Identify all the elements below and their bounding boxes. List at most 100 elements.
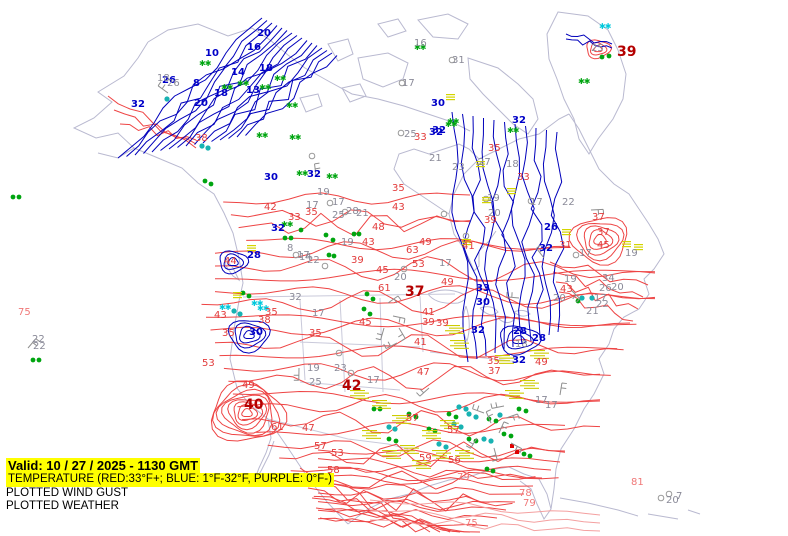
map-value-label: 39 xyxy=(436,318,449,329)
map-value-label: 53 xyxy=(202,358,215,369)
map-value-label: 35 xyxy=(309,328,322,339)
map-value-label: 18 xyxy=(259,63,273,74)
map-value-label: 32 xyxy=(271,223,285,234)
map-value-label: 30 xyxy=(249,327,263,338)
map-value-label: 45 xyxy=(376,265,389,276)
map-value-label: 35 xyxy=(392,183,405,194)
map-value-label: 22 xyxy=(33,341,46,352)
map-value-label: 38 xyxy=(195,133,208,144)
svg-text:✱✱: ✱✱ xyxy=(281,220,294,229)
svg-text:✱✱: ✱✱ xyxy=(447,117,460,126)
svg-text:✱✱: ✱✱ xyxy=(599,22,612,31)
map-value-label: 57 xyxy=(314,441,327,452)
map-value-label: 18 xyxy=(515,339,528,350)
map-value-label: 41 xyxy=(414,337,427,348)
svg-text:✱✱: ✱✱ xyxy=(219,303,232,312)
map-value-label: 19 xyxy=(564,274,577,285)
svg-text:✱✱: ✱✱ xyxy=(237,79,250,88)
map-value-label: 28 xyxy=(532,333,546,344)
map-value-label: 26 xyxy=(167,78,180,89)
map-value-label: 16 xyxy=(414,38,427,49)
map-value-label: 41 xyxy=(462,241,475,252)
map-value-label: 26 xyxy=(544,222,558,233)
map-value-label: 17 xyxy=(579,248,592,259)
valid-time-label: Valid: 10 / 27 / 2025 - 1130 GMT xyxy=(6,458,201,474)
map-value-label: 21 xyxy=(429,153,442,164)
map-value-label: 33 xyxy=(414,132,427,143)
map-value-label: 20 xyxy=(488,208,501,219)
map-value-label: 32 xyxy=(131,99,145,110)
map-value-label: 43 xyxy=(362,237,375,248)
map-value-label: 81 xyxy=(631,477,644,488)
map-value-label: 21 xyxy=(586,306,599,317)
map-value-label: 35 xyxy=(265,307,278,318)
map-value-label: 35 xyxy=(487,356,500,367)
svg-text:✱✱: ✱✱ xyxy=(259,83,272,92)
map-value-label: 61 xyxy=(271,422,284,433)
map-value-label: 49 xyxy=(441,277,454,288)
map-value-label: 40 xyxy=(244,397,264,413)
map-value-label: 22 xyxy=(307,255,320,266)
map-value-label: 31 xyxy=(559,240,572,251)
map-value-label: 42 xyxy=(264,202,277,213)
map-value-label: 19 xyxy=(625,248,638,259)
map-value-label: 16 xyxy=(247,42,261,53)
map-value-label: 37 xyxy=(597,227,610,238)
isotherm-contours-layer xyxy=(107,17,656,533)
map-value-label: 32 xyxy=(307,169,321,180)
map-value-label: 20 xyxy=(257,28,271,39)
map-value-label: 48 xyxy=(372,222,385,233)
map-value-label: 25 xyxy=(404,129,417,140)
map-value-label: 28 xyxy=(346,206,359,217)
map-value-label: 31 xyxy=(452,55,465,66)
map-value-label: 45 xyxy=(597,240,610,251)
map-value-label: 43 xyxy=(392,202,405,213)
map-value-label: 32 xyxy=(539,243,553,254)
svg-text:✱✱: ✱✱ xyxy=(199,59,212,68)
map-value-label: 43 xyxy=(214,310,227,321)
map-value-label: 53 xyxy=(412,259,425,270)
map-value-label: 17 xyxy=(402,78,415,89)
map-value-label: 18 xyxy=(157,73,170,84)
map-value-label: 35 xyxy=(488,143,501,154)
map-value-label: 20 xyxy=(666,495,679,506)
map-value-label: 44 xyxy=(224,256,237,267)
map-value-label: 30 xyxy=(264,172,278,183)
map-value-label: 37 xyxy=(405,284,424,300)
map-value-label: 22 xyxy=(596,299,609,310)
map-value-label: 14 xyxy=(231,67,245,78)
map-value-label: 17 xyxy=(594,293,607,304)
svg-text:✱✱: ✱✱ xyxy=(578,77,591,86)
map-legend: Valid: 10 / 27 / 2025 - 1130 GMT TEMPERA… xyxy=(6,458,334,514)
wind-gust-legend-label: PLOTTED WIND GUST xyxy=(6,486,129,499)
map-value-label: 43 xyxy=(560,284,573,295)
station-symbols-layer: ✱✱✱✱ ✱✱ ✱✱✱✱✱✱✱✱ ✱✱✱✱✱✱✱✱✱✱✱✱ ✱✱✱✱✱✱✱✱✱✱✱✱✱✱ xyxy=(10,22,673,502)
map-value-label: 49 xyxy=(535,357,548,368)
map-value-label: 49 xyxy=(419,237,432,248)
map-value-label: 17 xyxy=(535,395,548,406)
map-value-label: 75 xyxy=(465,518,478,529)
map-value-label: 18 xyxy=(506,159,519,170)
svg-text:✱✱: ✱✱ xyxy=(296,169,309,178)
map-value-label: 57 xyxy=(406,413,419,424)
map-value-label: 19 xyxy=(341,237,354,248)
map-value-label: 26 xyxy=(599,283,612,294)
map-value-label: 35 xyxy=(305,207,318,218)
map-value-label: 42 xyxy=(342,378,361,394)
svg-text:✱✱: ✱✱ xyxy=(221,83,234,92)
map-value-label: 58 xyxy=(327,465,340,476)
map-value-label: 17 xyxy=(332,197,345,208)
map-value-label: 53 xyxy=(331,448,344,459)
map-value-label: 30 xyxy=(431,98,445,109)
map-value-label: 13 xyxy=(246,85,260,96)
svg-text:✱✱: ✱✱ xyxy=(507,126,520,135)
map-value-label: 47 xyxy=(302,423,315,434)
map-value-label: 32 xyxy=(429,127,443,138)
map-value-label: 17 xyxy=(545,400,558,411)
map-value-label: 39 xyxy=(484,215,497,226)
map-value-label: 33 xyxy=(288,212,301,223)
map-value-label: 7 xyxy=(676,491,682,502)
map-value-label: 17 xyxy=(306,200,319,211)
map-value-label: 41 xyxy=(422,307,435,318)
